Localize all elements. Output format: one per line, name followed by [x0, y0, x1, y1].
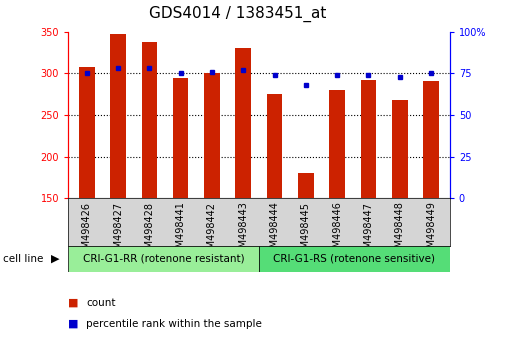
Bar [360, 80, 376, 323]
Text: cell line: cell line [3, 254, 43, 264]
Text: GSM498447: GSM498447 [363, 201, 373, 261]
Text: GSM498428: GSM498428 [144, 201, 154, 261]
Bar [204, 74, 220, 323]
Bar [329, 90, 345, 323]
Text: GSM498444: GSM498444 [269, 201, 279, 261]
Text: GSM498445: GSM498445 [301, 201, 311, 261]
Text: GSM498442: GSM498442 [207, 201, 217, 261]
Bar [298, 173, 314, 323]
Text: percentile rank within the sample: percentile rank within the sample [86, 319, 262, 329]
Text: CRI-G1-RS (rotenone sensitive): CRI-G1-RS (rotenone sensitive) [274, 254, 435, 264]
Text: GSM498446: GSM498446 [332, 201, 342, 261]
Text: GSM498426: GSM498426 [82, 201, 92, 261]
Text: GDS4014 / 1383451_at: GDS4014 / 1383451_at [149, 5, 327, 22]
Text: ■: ■ [68, 298, 78, 308]
Text: GSM498427: GSM498427 [113, 201, 123, 261]
Bar [267, 94, 282, 323]
Bar [173, 78, 188, 323]
Bar [423, 81, 439, 323]
Bar [259, 246, 450, 272]
Bar [68, 246, 259, 272]
Bar [235, 48, 251, 323]
Text: GSM498448: GSM498448 [395, 201, 405, 261]
Text: GSM498449: GSM498449 [426, 201, 436, 261]
Text: count: count [86, 298, 116, 308]
Text: GSM498441: GSM498441 [176, 201, 186, 261]
Text: CRI-G1-RR (rotenone resistant): CRI-G1-RR (rotenone resistant) [83, 254, 244, 264]
Text: ▶: ▶ [51, 254, 59, 264]
Text: ■: ■ [68, 319, 78, 329]
Bar [392, 100, 407, 323]
Text: GSM498443: GSM498443 [238, 201, 248, 261]
Bar [110, 34, 126, 323]
Bar [79, 67, 95, 323]
Bar [142, 42, 157, 323]
